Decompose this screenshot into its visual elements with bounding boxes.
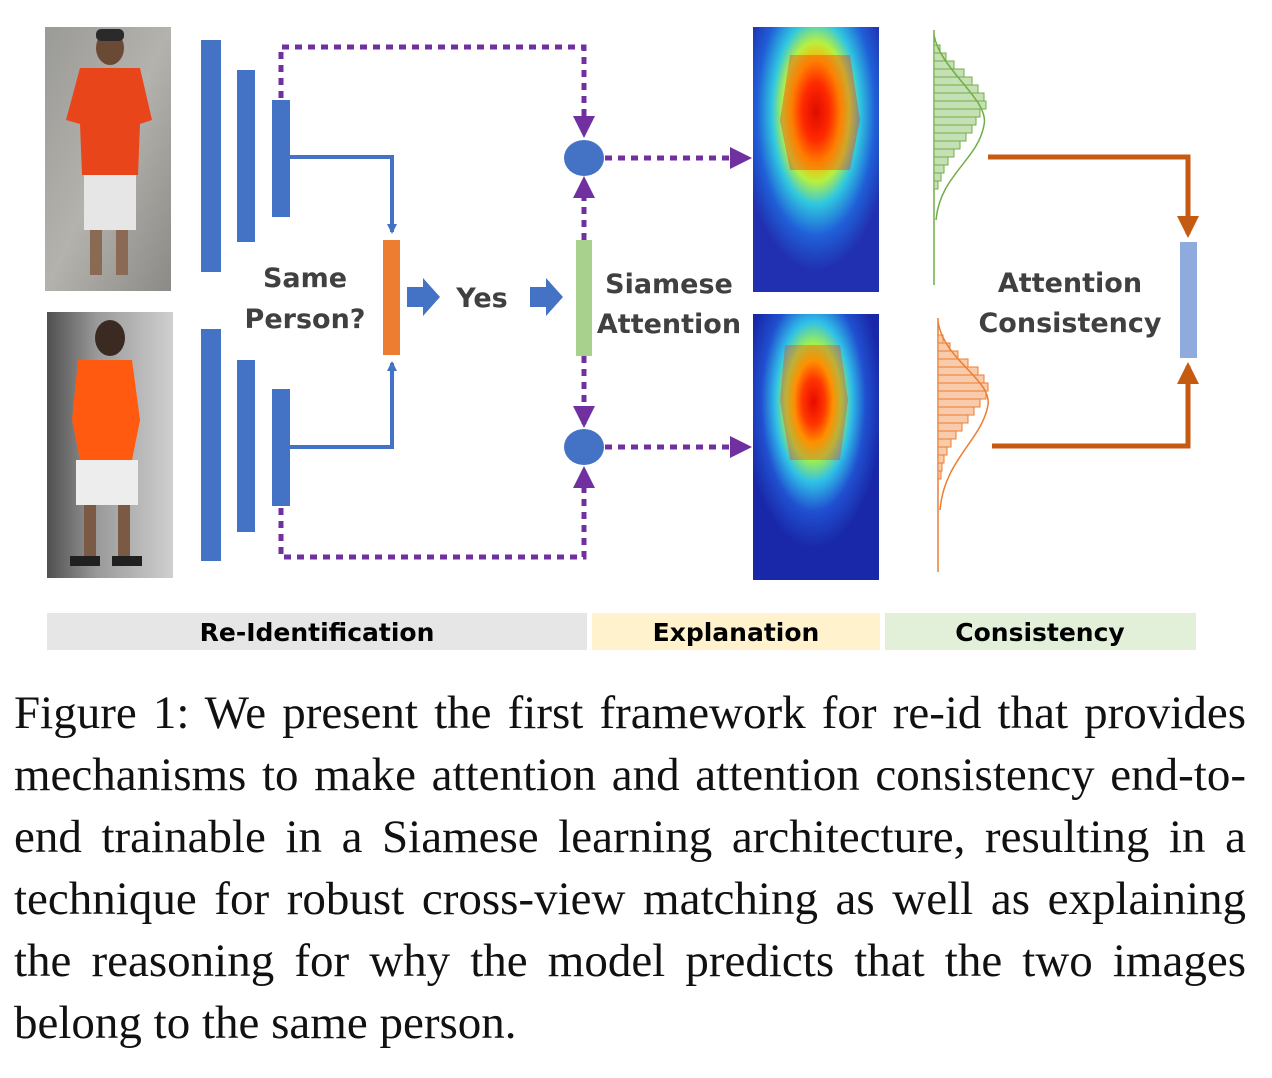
attention-map-bottom <box>753 314 879 580</box>
band-consistency <box>885 613 1196 650</box>
framework-diagram: Same Person? Yes Siamese Attention <box>45 27 1199 650</box>
yes-label: Yes <box>455 283 507 314</box>
histogram-bottom <box>937 318 989 572</box>
histogram-top <box>933 30 987 285</box>
band-explanation-label: Explanation <box>653 618 820 647</box>
cnn-bottom <box>201 329 290 561</box>
band-reid <box>47 613 587 650</box>
consistency-connectors <box>988 154 1199 449</box>
same-person-label-line1: Same <box>263 263 347 294</box>
attention-node-top <box>564 140 604 176</box>
attention-paths <box>278 44 752 560</box>
siamese-label-line1: Siamese <box>605 269 733 300</box>
input-image-bottom <box>47 312 173 578</box>
cnn-top <box>201 40 290 272</box>
consistency-label-line2: Consistency <box>978 308 1161 339</box>
band-explanation <box>592 613 880 650</box>
siamese-attention-bar <box>576 240 592 356</box>
band-reid-label: Re-Identification <box>200 618 435 647</box>
consistency-bar <box>1180 242 1197 358</box>
same-person-label-line2: Person? <box>245 304 366 335</box>
block-arrow-1 <box>407 278 440 316</box>
feature-connectors <box>290 155 397 449</box>
attention-map-top <box>753 27 879 292</box>
same-person-bar <box>383 240 400 355</box>
consistency-label-line1: Attention <box>998 268 1142 299</box>
input-image-top <box>45 27 171 291</box>
block-arrow-2 <box>530 278 563 316</box>
band-consistency-label: Consistency <box>955 618 1124 647</box>
attention-node-bottom <box>564 429 604 465</box>
figure-caption: Figure 1: We present the first framework… <box>14 687 1246 1049</box>
siamese-label-line2: Attention <box>597 309 741 340</box>
